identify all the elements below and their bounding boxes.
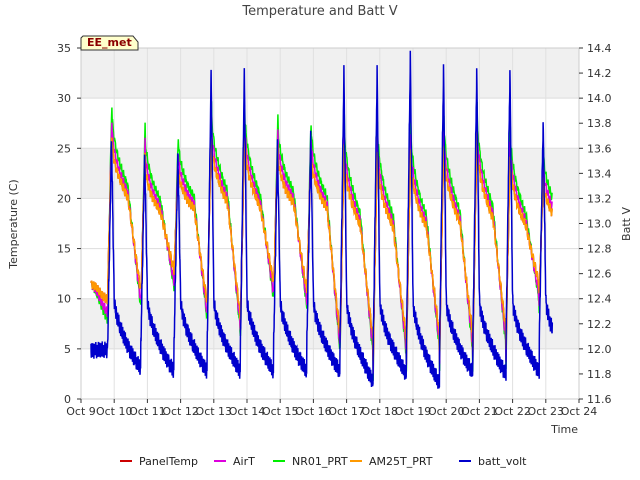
x-tick-label: Oct 20: [428, 405, 465, 418]
x-tick-label: Oct 13: [196, 405, 233, 418]
y-left-tick-label: 30: [57, 92, 71, 105]
series-group: [90, 50, 554, 389]
y-right-tick-label: 13.0: [587, 218, 612, 231]
background-band: [81, 48, 579, 99]
y-right-tick-label: 12.2: [587, 318, 612, 331]
y-left-tick-label: 20: [57, 192, 71, 205]
legend-label-AM25T_PRT: AM25T_PRT: [369, 455, 433, 468]
y-right-tick-label: 12.0: [587, 343, 612, 356]
x-tick-label: Oct 12: [162, 405, 199, 418]
legend: PanelTemp AirT NR01_PRT AM25T_PRT batt_volt: [120, 455, 527, 468]
x-tick-label: Oct 19: [395, 405, 432, 418]
y-axis-left-title: Temperature (C): [7, 179, 20, 269]
x-tick-label: Oct 10: [96, 405, 133, 418]
legend-label-PanelTemp: PanelTemp: [139, 455, 198, 468]
y-right-tick-label: 14.2: [587, 67, 612, 80]
y-left-tick-label: 35: [57, 42, 71, 55]
y-axis-right: 11.6 11.8 12.0 12.2 12.4 12.6 12.8 13.0 13.2 13.4…: [579, 42, 612, 406]
y-right-tick-label: 12.4: [587, 293, 612, 306]
x-tick-label: Oct 15: [262, 405, 299, 418]
y-left-tick-label: 0: [64, 393, 71, 406]
y-left-tick-label: 5: [64, 343, 71, 356]
series-line-batt_volt: [90, 50, 554, 389]
x-tick-label: Oct 11: [129, 405, 166, 418]
x-axis-title: Time: [550, 423, 578, 436]
x-tick-label: Oct 16: [295, 405, 332, 418]
x-tick-label: Oct 21: [461, 405, 498, 418]
y-right-tick-label: 13.8: [587, 117, 612, 130]
y-left-tick-label: 15: [57, 243, 71, 256]
x-tick-label: Oct 24: [561, 405, 598, 418]
y-left-tick-label: 10: [57, 293, 71, 306]
legend-label-AirT: AirT: [233, 455, 255, 468]
y-right-tick-label: 11.6: [587, 393, 612, 406]
legend-label-batt_volt: batt_volt: [478, 455, 527, 468]
station-badge-label: EE_met: [87, 36, 132, 49]
y-right-tick-label: 14.4: [587, 42, 612, 55]
x-tick-label: Oct 23: [528, 405, 565, 418]
y-right-tick-label: 13.6: [587, 142, 612, 155]
x-tick-label: Oct 17: [328, 405, 365, 418]
y-axis-right-title: Batt V: [620, 207, 633, 241]
y-right-tick-label: 13.2: [587, 192, 612, 205]
background-band: [81, 298, 579, 349]
y-right-tick-label: 12.8: [587, 243, 612, 256]
y-axis-left: 0 5 10 15 20 25 30 35: [57, 42, 81, 406]
y-right-tick-label: 13.4: [587, 167, 612, 180]
x-tick-label: Oct 9: [66, 405, 96, 418]
y-right-tick-label: 14.0: [587, 92, 612, 105]
x-tick-label: Oct 14: [229, 405, 266, 418]
y-left-tick-label: 25: [57, 142, 71, 155]
x-tick-label: Oct 18: [362, 405, 399, 418]
x-tick-label: Oct 22: [494, 405, 531, 418]
background-band: [81, 148, 579, 199]
station-badge-box: [80, 35, 139, 51]
chart-title: Temperature and Batt V: [241, 4, 397, 19]
legend-label-NR01_PRT: NR01_PRT: [292, 455, 348, 468]
y-right-tick-label: 11.8: [587, 368, 612, 381]
station-badge: EE_met: [80, 35, 139, 51]
y-right-tick-label: 12.6: [587, 268, 612, 281]
